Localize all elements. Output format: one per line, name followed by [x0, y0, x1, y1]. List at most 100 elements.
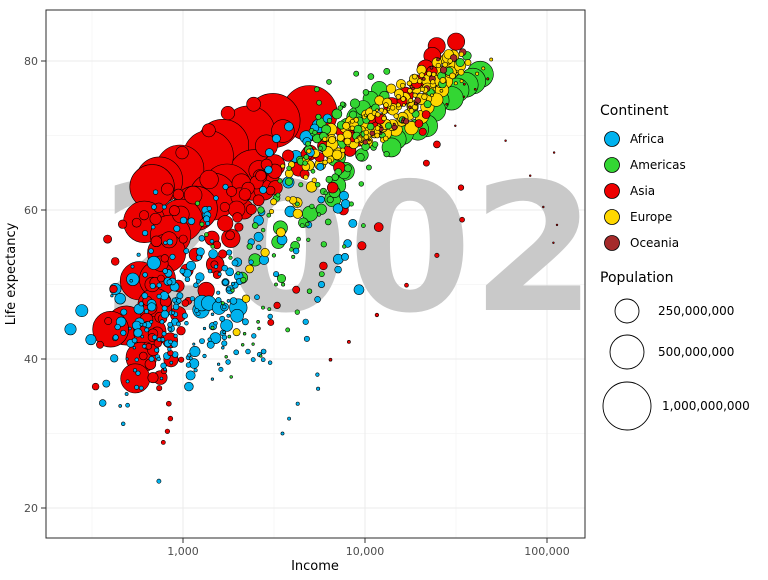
- data-point: [205, 220, 211, 226]
- data-point: [160, 254, 169, 263]
- data-point: [176, 326, 186, 336]
- data-point: [328, 136, 336, 144]
- data-point: [166, 400, 172, 407]
- data-point: [130, 264, 135, 269]
- data-point: [226, 299, 231, 303]
- data-point: [217, 215, 234, 232]
- data-point: [166, 238, 174, 246]
- oceania-swatch-icon: [604, 235, 620, 251]
- data-point: [504, 139, 507, 142]
- data-point: [241, 294, 251, 303]
- data-point: [134, 384, 139, 390]
- data-point: [131, 337, 138, 344]
- data-point: [489, 57, 494, 62]
- data-point: [168, 339, 173, 345]
- data-point: [246, 96, 261, 112]
- data-point: [261, 305, 265, 310]
- data-point: [210, 377, 214, 381]
- data-point: [331, 108, 343, 120]
- data-point: [260, 248, 270, 258]
- data-point: [363, 129, 369, 136]
- data-point: [322, 136, 328, 142]
- data-point: [224, 355, 228, 359]
- data-point: [163, 367, 167, 372]
- data-point: [142, 322, 148, 328]
- data-point: [149, 319, 154, 324]
- data-point: [169, 360, 174, 365]
- data-point: [162, 268, 168, 274]
- data-point: [217, 272, 222, 277]
- size-label-500m: 500,000,000: [658, 345, 734, 359]
- data-point: [408, 98, 414, 103]
- data-point: [110, 354, 119, 363]
- data-point: [348, 218, 358, 228]
- data-point: [167, 327, 173, 332]
- size-label-250m: 250,000,000: [658, 304, 734, 318]
- data-point: [132, 346, 136, 350]
- data-point: [255, 244, 262, 251]
- data-point: [317, 195, 325, 204]
- data-point: [132, 320, 142, 331]
- data-point: [442, 61, 448, 68]
- africa-swatch-icon: [604, 131, 620, 147]
- data-point: [259, 354, 263, 358]
- data-point: [136, 252, 141, 257]
- data-point: [246, 243, 253, 250]
- data-point: [430, 79, 436, 85]
- data-point: [124, 392, 129, 396]
- data-point: [282, 149, 295, 162]
- data-point: [284, 177, 293, 186]
- data-point: [103, 234, 112, 244]
- data-point: [552, 151, 556, 154]
- data-point: [85, 334, 97, 346]
- data-point: [187, 217, 196, 225]
- data-point: [161, 305, 168, 312]
- data-point: [273, 271, 280, 278]
- data-point: [110, 257, 120, 266]
- data-point: [222, 183, 229, 190]
- data-point: [167, 321, 173, 328]
- data-point: [379, 125, 383, 129]
- data-point: [201, 123, 216, 138]
- data-point: [334, 265, 342, 274]
- data-point: [552, 241, 555, 245]
- y-axis-title: Life expectancy: [4, 222, 19, 325]
- data-point: [327, 181, 339, 194]
- data-point: [292, 247, 300, 255]
- data-point: [264, 165, 273, 174]
- data-point: [285, 196, 291, 202]
- data-point: [357, 241, 367, 251]
- legend-item-oceania: Oceania: [604, 235, 679, 251]
- data-point: [160, 337, 166, 342]
- data-point: [221, 340, 228, 347]
- y-tick-20: 20: [24, 502, 38, 515]
- data-point: [364, 113, 368, 118]
- data-point: [462, 95, 466, 99]
- data-point: [292, 208, 303, 219]
- data-point: [379, 131, 383, 135]
- data-point: [172, 303, 180, 311]
- data-point: [125, 402, 130, 408]
- data-point: [234, 222, 244, 232]
- data-point: [260, 348, 267, 355]
- data-point: [439, 66, 448, 74]
- data-point: [305, 140, 311, 147]
- data-point: [417, 78, 423, 84]
- data-point: [426, 70, 432, 77]
- data-point: [400, 82, 406, 89]
- data-point: [173, 333, 178, 339]
- data-point: [151, 224, 156, 230]
- data-point: [439, 77, 447, 84]
- data-point: [167, 415, 174, 422]
- data-point: [220, 319, 233, 332]
- data-point: [348, 201, 354, 207]
- data-point: [313, 86, 320, 93]
- y-tick-60: 60: [24, 204, 38, 217]
- americas-swatch-icon: [604, 157, 620, 173]
- data-point: [375, 111, 381, 118]
- data-point: [230, 281, 235, 286]
- data-point: [226, 249, 233, 256]
- data-point: [277, 178, 283, 184]
- data-point: [284, 121, 294, 132]
- data-point: [245, 348, 251, 355]
